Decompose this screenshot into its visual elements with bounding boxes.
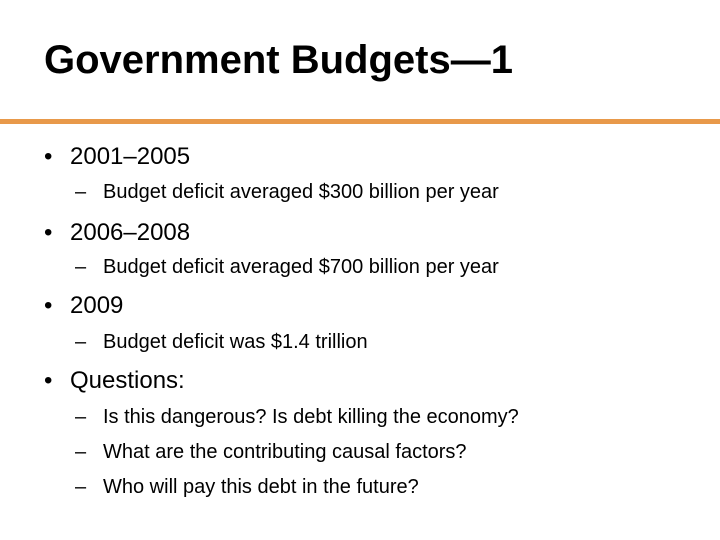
title-divider <box>0 119 720 124</box>
sub-bullet-item: – Budget deficit averaged $300 billion pe… <box>75 181 499 204</box>
sub-bullet-item: – What are the contributing causal factor… <box>75 441 467 464</box>
dash-marker: – <box>75 331 87 353</box>
dash-marker: – <box>75 181 87 203</box>
bullet-marker: • <box>44 143 53 170</box>
bullet-marker: • <box>44 219 53 246</box>
dash-marker: – <box>75 476 87 498</box>
sub-bullet-text: Is this dangerous? Is debt killing the e… <box>103 406 519 428</box>
bullet-text: 2001–2005 <box>70 143 191 170</box>
sub-bullet-item: – Is this dangerous? Is debt killing the … <box>75 406 519 429</box>
sub-bullet-item: – Budget deficit was $1.4 trillion <box>75 331 368 354</box>
sub-bullet-text: Budget deficit was $1.4 trillion <box>103 331 368 353</box>
dash-marker: – <box>75 441 87 463</box>
bullet-item: • 2006–2008 <box>44 219 190 247</box>
dash-marker: – <box>75 406 87 428</box>
bullet-item: • 2001–2005 <box>44 143 190 171</box>
sub-bullet-item: – Budget deficit averaged $700 billion pe… <box>75 256 499 279</box>
sub-bullet-text: Who will pay this debt in the future? <box>103 476 419 498</box>
sub-bullet-text: Budget deficit averaged $300 billion per… <box>103 181 499 203</box>
bullet-item: • 2009 <box>44 292 123 320</box>
bullet-text: Questions: <box>70 367 185 394</box>
slide-title: Government Budgets—1 <box>44 38 513 82</box>
sub-bullet-text: Budget deficit averaged $700 billion per… <box>103 256 499 278</box>
sub-bullet-text: What are the contributing causal factors… <box>103 441 467 463</box>
bullet-item: • Questions: <box>44 367 185 395</box>
sub-bullet-item: – Who will pay this debt in the future? <box>75 476 419 499</box>
dash-marker: – <box>75 256 87 278</box>
bullet-marker: • <box>44 367 53 394</box>
bullet-text: 2006–2008 <box>70 219 191 246</box>
bullet-text: 2009 <box>70 292 124 319</box>
bullet-marker: • <box>44 292 53 319</box>
